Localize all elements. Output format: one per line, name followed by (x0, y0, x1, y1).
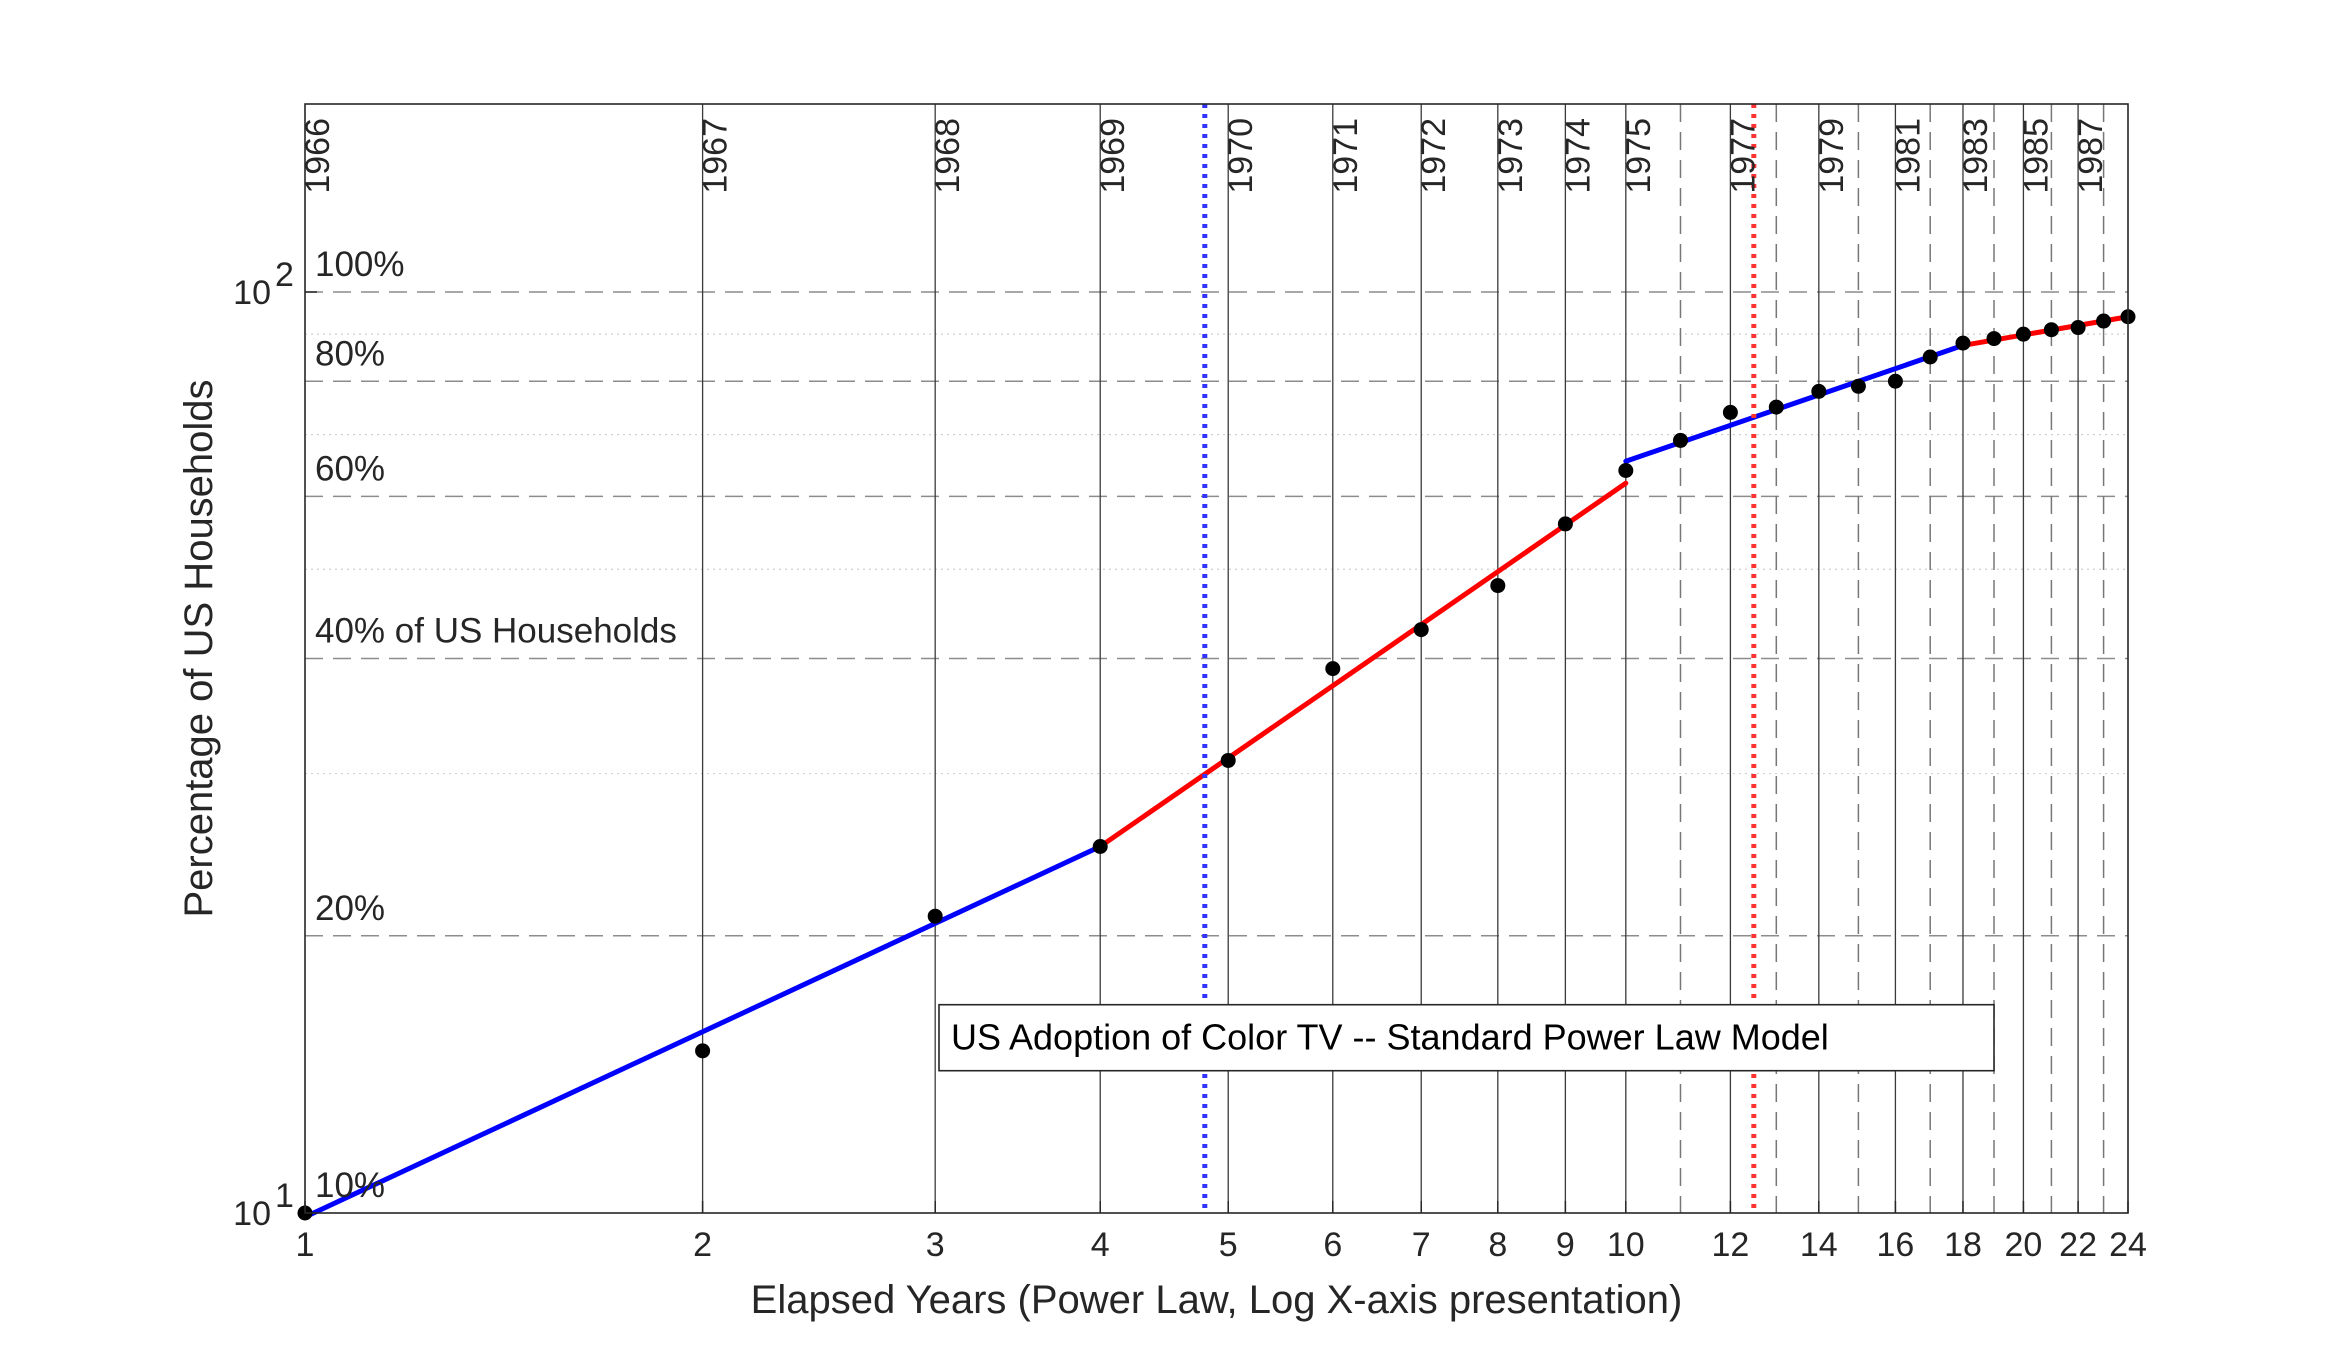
data-point (1922, 349, 1938, 365)
data-point (1092, 838, 1108, 854)
year-label: 1985 (2017, 118, 2055, 194)
year-label: 1987 (2072, 118, 2110, 194)
fit-line-segment (302, 843, 1103, 1220)
x-axis-label: Elapsed Years (Power Law, Log X-axis pre… (751, 1278, 1683, 1322)
year-label: 1972 (1415, 118, 1453, 194)
x-tick-label: 12 (1711, 1226, 1749, 1264)
data-point (2015, 326, 2031, 342)
x-tick-label: 16 (1877, 1226, 1915, 1264)
data-point (1413, 622, 1429, 638)
x-tick-label: 20 (2005, 1226, 2043, 1264)
data-point (1220, 752, 1236, 768)
data-point (1618, 463, 1634, 479)
chart-title: US Adoption of Color TV -- Standard Powe… (951, 1017, 1829, 1058)
data-points-layer (297, 309, 2136, 1221)
data-point (1811, 383, 1827, 399)
annotation-box (938, 1003, 1995, 1072)
y-tick-exponent: 2 (275, 256, 294, 294)
x-tick-label: 7 (1412, 1226, 1431, 1264)
plot-frame (304, 103, 2129, 1214)
y-tick-exponent: 1 (275, 1177, 294, 1215)
percent-label: 10% (315, 1166, 385, 1205)
year-label: 1968 (929, 118, 967, 194)
y-tick-label: 10 (233, 274, 271, 312)
annotation-layer: US Adoption of Color TV -- Standard Powe… (938, 1003, 1995, 1072)
fit-line-segment (1097, 480, 1629, 849)
data-point (2043, 322, 2059, 338)
year-label: 1971 (1327, 118, 1365, 194)
data-point (2096, 313, 2112, 329)
x-tick-label: 6 (1323, 1226, 1342, 1264)
percent-label: 40% of US Households (315, 612, 677, 651)
data-point (1672, 432, 1688, 448)
x-tick-label: 9 (1556, 1226, 1575, 1264)
x-tick-label: 2 (693, 1226, 712, 1264)
x-tick-label: 14 (1800, 1226, 1838, 1264)
year-label: 1967 (697, 118, 735, 194)
x-tick-label: 4 (1091, 1226, 1110, 1264)
data-point (1955, 335, 1971, 351)
percent-label: 100% (315, 245, 405, 284)
year-label: 1966 (299, 118, 337, 194)
year-label: 1977 (1724, 118, 1762, 194)
year-label: 1970 (1222, 118, 1260, 194)
x-tick-label: 1 (296, 1226, 315, 1264)
data-point (2070, 320, 2086, 336)
x-tick-label: 5 (1219, 1226, 1238, 1264)
labels-layer: 100% 80% 60% 40% of US Households 20% 10% 1966… (299, 118, 2110, 1205)
y-tick-label: 10 (233, 1195, 271, 1233)
x-tick-label: 22 (2059, 1226, 2097, 1264)
data-point (695, 1043, 711, 1059)
data-point (1490, 578, 1506, 594)
data-point (1557, 516, 1573, 532)
data-point (1722, 404, 1738, 420)
percent-label: 80% (315, 334, 385, 373)
year-label: 1973 (1492, 118, 1530, 194)
percent-label: 20% (315, 889, 385, 928)
x-tick-label: 8 (1488, 1226, 1507, 1264)
data-point (927, 908, 943, 924)
year-label: 1981 (1889, 118, 1927, 194)
x-tick-label: 10 (1607, 1226, 1645, 1264)
percent-label: 60% (315, 449, 385, 488)
x-tick-label: 24 (2109, 1226, 2147, 1264)
x-tick-label: 18 (1944, 1226, 1982, 1264)
data-point (1768, 399, 1784, 415)
year-label: 1974 (1559, 118, 1597, 194)
year-label: 1983 (1957, 118, 1995, 194)
data-point (1850, 378, 1866, 394)
y-axis-label: Percentage of US Households (177, 379, 221, 917)
year-label: 1975 (1620, 118, 1658, 194)
data-point (1986, 331, 2002, 347)
year-label: 1969 (1094, 118, 1132, 194)
x-tick-label: 3 (926, 1226, 945, 1264)
year-label: 1979 (1813, 118, 1851, 194)
data-point (1887, 373, 1903, 389)
data-point (1325, 661, 1341, 677)
